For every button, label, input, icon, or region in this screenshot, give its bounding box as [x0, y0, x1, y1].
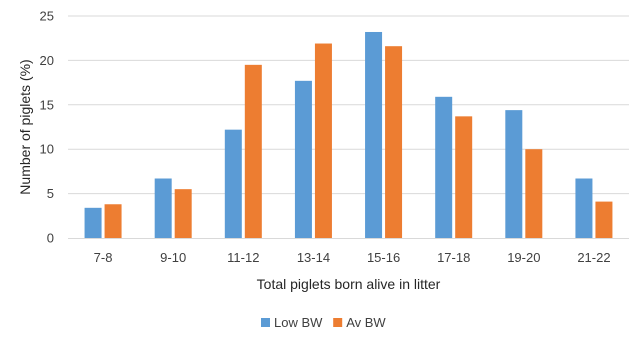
y-tick-label: 20 — [40, 53, 54, 68]
y-tick-label: 25 — [40, 9, 54, 24]
legend-label: Av BW — [346, 315, 386, 330]
bar-low-bw-21-22 — [575, 178, 593, 238]
bars — [84, 31, 613, 239]
gridlines — [68, 15, 629, 195]
y-axis-title: Number of piglets (%) — [17, 59, 33, 194]
x-tick-label: 21-22 — [577, 250, 610, 265]
x-tick-label: 11-12 — [227, 250, 259, 265]
x-tick-label: 13-14 — [297, 250, 330, 265]
y-tick-label: 15 — [40, 97, 54, 112]
x-tick-label: 17-18 — [437, 250, 470, 265]
bar-low-bw-15-16 — [365, 31, 383, 239]
legend-swatch — [333, 318, 343, 327]
bar-low-bw-13-14 — [294, 80, 312, 238]
y-tick-label: 10 — [40, 142, 54, 157]
bar-low-bw-19-20 — [505, 110, 523, 238]
bar-av-bw-9-10 — [174, 189, 192, 238]
legend-label: Low BW — [274, 315, 323, 330]
bar-low-bw-9-10 — [154, 178, 172, 238]
x-tick-label: 19-20 — [507, 250, 540, 265]
x-axis-title: Total piglets born alive in litter — [257, 276, 441, 292]
legend-swatch — [261, 318, 270, 327]
x-tick-label: 15-16 — [367, 250, 400, 265]
x-tick-label: 7-8 — [94, 250, 113, 265]
bar-av-bw-19-20 — [525, 149, 543, 238]
bar-av-bw-21-22 — [595, 201, 613, 238]
y-tick-label: 0 — [47, 231, 54, 246]
bar-av-bw-15-16 — [385, 46, 403, 238]
bar-av-bw-11-12 — [244, 64, 262, 238]
x-tick-label: 9-10 — [160, 250, 186, 265]
legend: Low BW Av BW — [261, 315, 386, 330]
x-axis-ticks: 7-8 9-10 11-12 13-14 15-16 17-18 19-20 21-22 — [94, 250, 611, 265]
bar-av-bw-17-18 — [455, 116, 473, 238]
y-axis-ticks: 0 5 10 15 20 25 — [40, 9, 54, 246]
y-tick-label: 5 — [47, 186, 54, 201]
bar-low-bw-17-18 — [435, 96, 453, 238]
bar-low-bw-7-8 — [84, 207, 102, 238]
bar-av-bw-13-14 — [314, 43, 332, 238]
bar-av-bw-7-8 — [104, 204, 122, 238]
bar-low-bw-11-12 — [224, 129, 242, 238]
